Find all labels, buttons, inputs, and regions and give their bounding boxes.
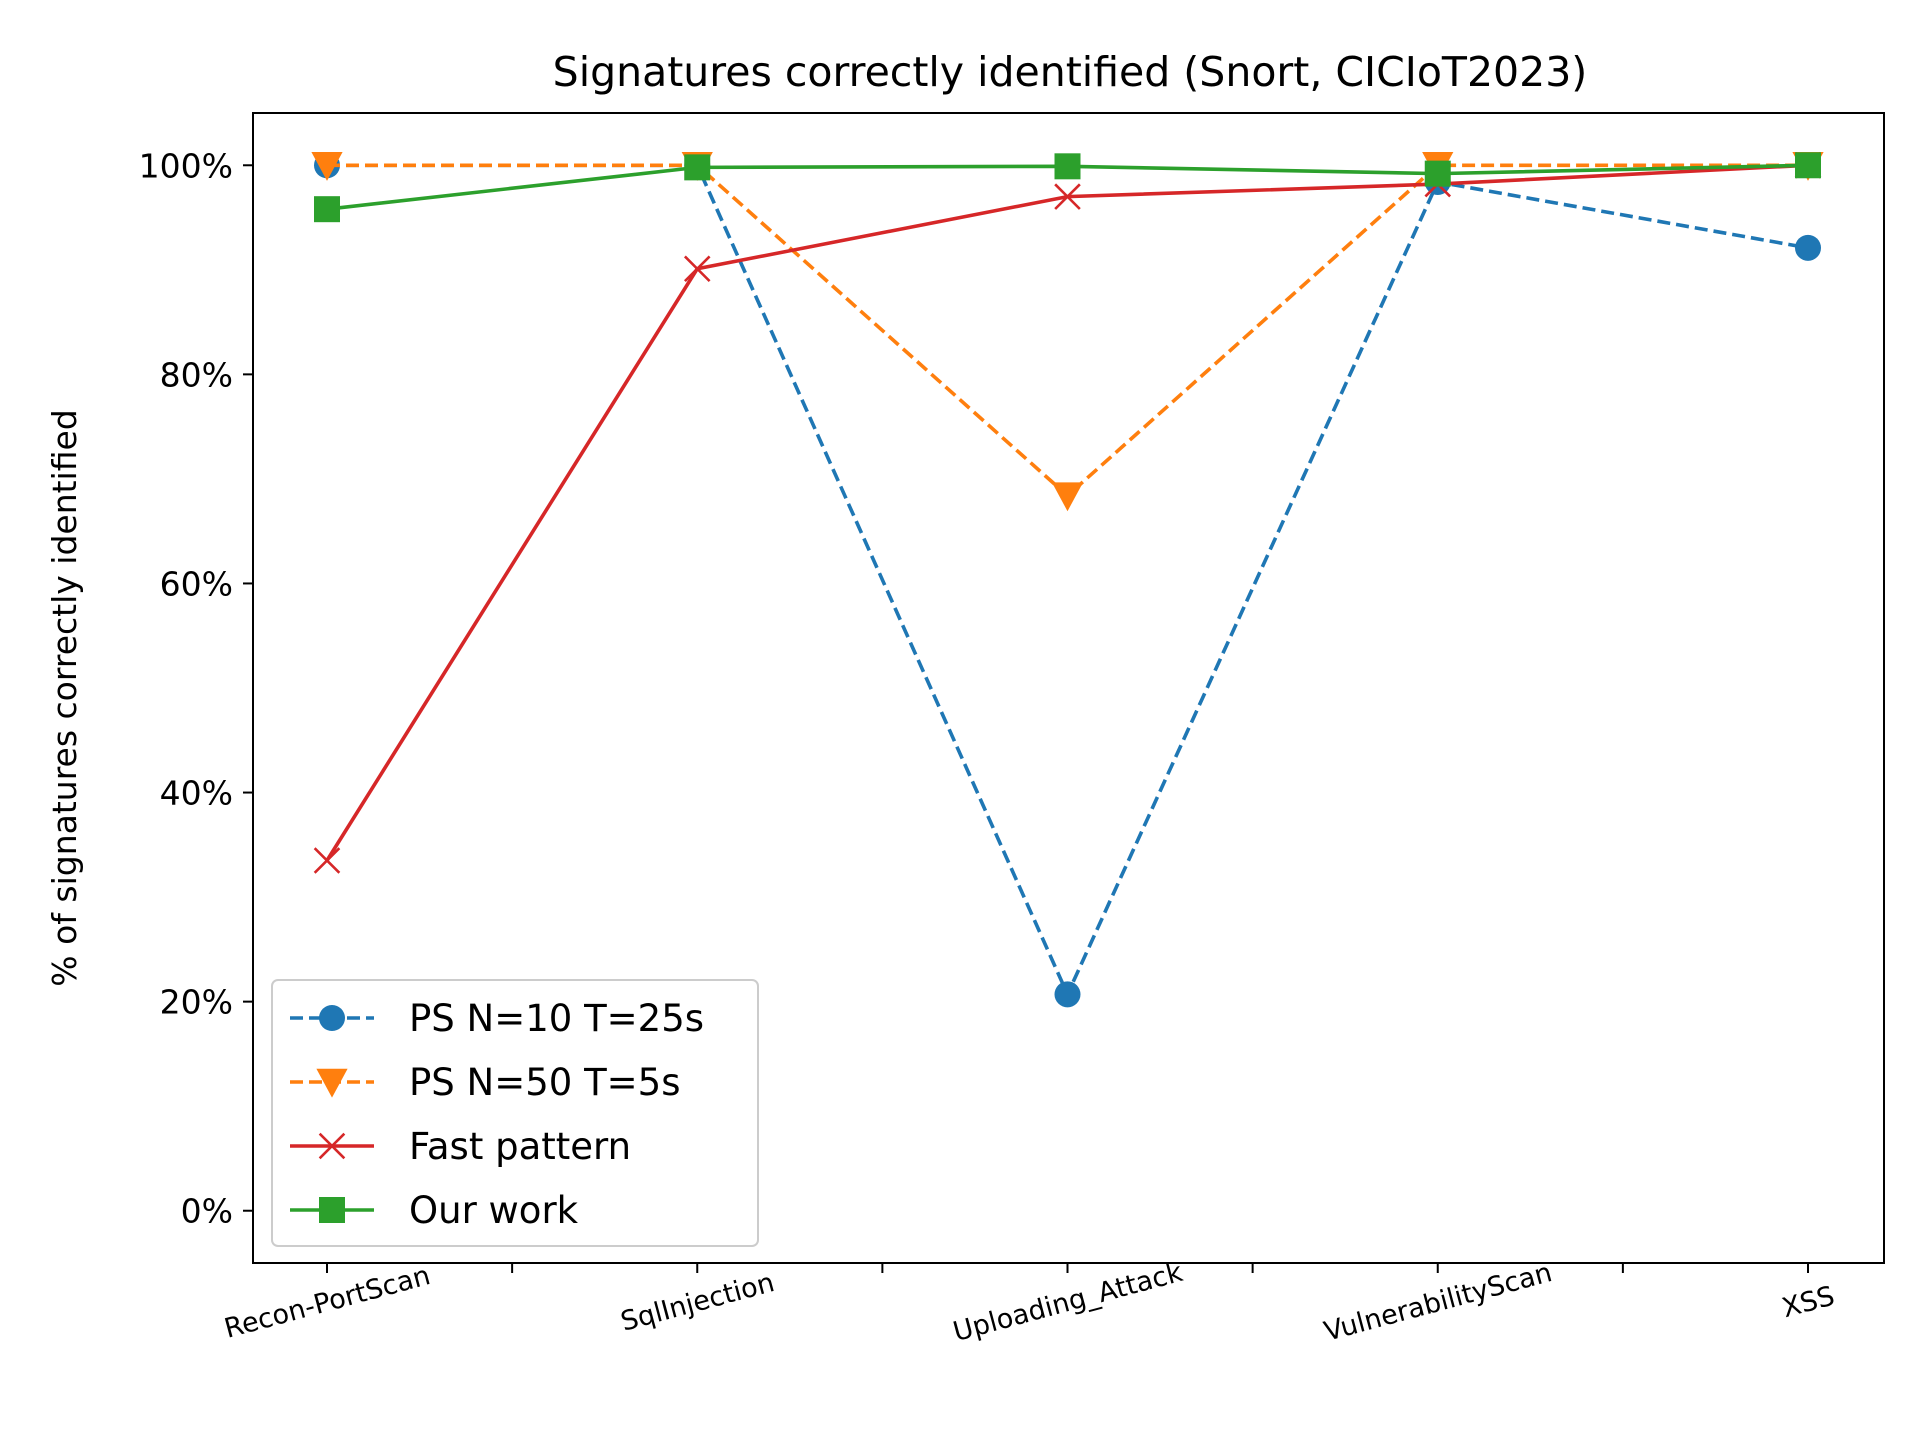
legend: PS N=10 T=25s PS N=50 T=5s Fast pattern Our… [271,979,759,1247]
data-point [683,255,711,283]
data-point [1054,981,1081,1008]
axes-frame [252,112,1885,1264]
y-tick-label: 20% [160,983,233,1022]
legend-marker [319,1005,345,1031]
plot-area [311,152,1824,1008]
y-tick-label: 60% [160,564,233,603]
legend-label: PS N=10 T=25s [409,997,704,1040]
legend-item: Fast pattern [290,1125,631,1168]
data-point [1054,183,1081,210]
data-point [1795,234,1821,261]
chart-title: Signatures correctly identified (Snort, … [553,48,1588,96]
legend-item: PS N=10 T=25s [290,997,704,1040]
legend-label: Our work [409,1189,579,1232]
legend-label: Fast pattern [409,1125,631,1168]
data-point [1424,160,1451,187]
legend-marker [318,1132,346,1160]
data-point [1054,153,1081,180]
legend-box [271,979,759,1247]
y-tick-label: 100% [139,146,233,185]
data-point [311,152,343,181]
data-point [1795,152,1821,179]
data-point [1051,482,1084,512]
legend-marker [316,1068,348,1098]
data-point [314,196,340,223]
legend-item: Our work [290,1189,579,1232]
legend-item: PS N=50 T=5s [290,1061,681,1104]
series-our-work [314,152,1821,223]
data-point [684,154,711,181]
legend-label: PS N=50 T=5s [409,1061,681,1104]
y-axis-label: % of signatures correctly identified [45,409,84,986]
data-point [313,847,341,874]
y-tick-label: 80% [160,355,233,394]
y-axis: 0% 20% 40% 60% 80% 100% [139,146,253,1231]
y-tick-label: 0% [181,1192,233,1231]
legend-marker [319,1197,345,1223]
y-tick-label: 40% [160,774,233,813]
